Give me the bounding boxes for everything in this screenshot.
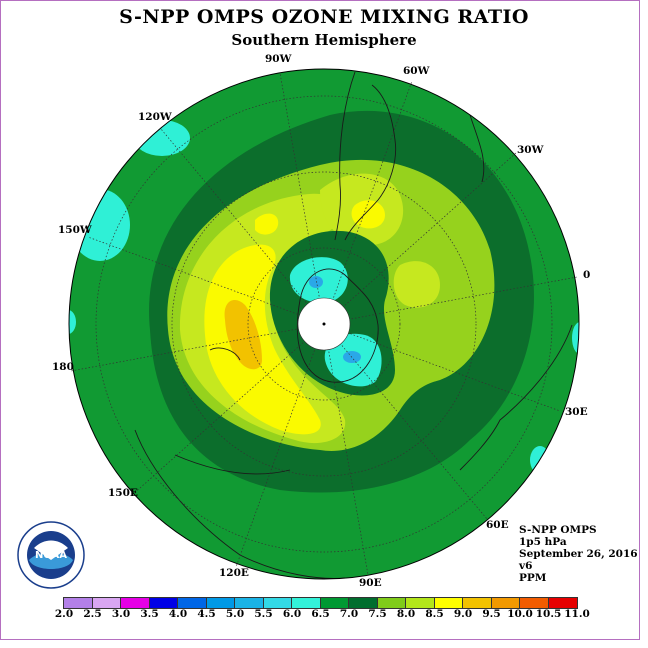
coastline-australia xyxy=(134,429,346,579)
meridian xyxy=(279,72,325,325)
coastline-south-america xyxy=(344,84,397,241)
colorbar-swatch xyxy=(178,598,207,608)
contour-6-0-patch xyxy=(69,310,76,334)
colorbar-tick-label: 9.5 xyxy=(482,608,501,620)
lon-label-60e: 60E xyxy=(486,519,509,531)
lon-label-120e: 120E xyxy=(219,567,249,579)
latitude-circle xyxy=(171,171,477,477)
colorbar xyxy=(63,597,578,609)
noaa-logo-wave xyxy=(29,552,73,569)
meridian xyxy=(323,323,488,520)
lon-label-90w: 90W xyxy=(265,53,292,65)
meridian xyxy=(323,80,413,325)
colorbar-swatch xyxy=(64,598,93,608)
colorbar-swatch xyxy=(349,598,378,608)
noaa-logo-text: NOAA xyxy=(35,550,67,561)
contour-8-5 xyxy=(204,244,321,435)
contour-6-0-patch xyxy=(572,322,579,354)
colorbar-tick-label: 6.5 xyxy=(311,608,330,620)
product-info: S-NPP OMPS 1p5 hPa September 26, 2016 v6… xyxy=(519,524,638,584)
colorbar-swatch xyxy=(292,598,321,608)
colorbar-swatch xyxy=(206,598,235,608)
colorbar-tick-label: 6.0 xyxy=(282,608,302,620)
colorbar-tick-label: 3.5 xyxy=(140,608,159,620)
colorbar-tick-label: 3.0 xyxy=(111,608,131,620)
contour-8-0 xyxy=(393,261,440,308)
lon-label-30w: 30W xyxy=(517,144,544,156)
colorbar-swatch xyxy=(434,598,463,608)
lon-label-90e: 90E xyxy=(359,577,382,589)
colorbar-tick-label: 10.0 xyxy=(507,608,533,620)
colorbar-swatch xyxy=(520,598,549,608)
meridian xyxy=(323,151,518,325)
lon-label-60w: 60W xyxy=(403,65,430,77)
lon-label-150e: 150E xyxy=(108,487,138,499)
colorbar-tick-label: 5.0 xyxy=(225,608,245,620)
colorbar-tick-label: 4.5 xyxy=(197,608,216,620)
colorbar-tick-label: 8.0 xyxy=(396,608,416,620)
info-level: 1p5 hPa xyxy=(519,536,567,548)
coastline-antarctica xyxy=(296,268,379,383)
colorbar-swatch xyxy=(320,598,349,608)
meridian xyxy=(323,276,578,325)
meridian xyxy=(70,323,325,372)
map-subtitle: Southern Hemisphere xyxy=(231,31,417,49)
colorbar-tick-label: 2.0 xyxy=(54,608,74,620)
colorbar-tick-label: 10.5 xyxy=(535,608,562,620)
meridian xyxy=(235,323,325,568)
colorbar-swatch xyxy=(491,598,520,608)
contour-8-5 xyxy=(255,213,279,235)
colorbar-tick-label: 2.5 xyxy=(83,608,102,620)
lon-label-120w: 120W xyxy=(138,111,172,123)
colorbar-tick-label: 5.5 xyxy=(254,608,273,620)
latitude-circle xyxy=(95,95,553,553)
colorbar-swatch xyxy=(92,598,121,608)
colorbar-tick-label: 11.0 xyxy=(564,608,590,620)
colorbar-swatch xyxy=(149,598,178,608)
colorbar-swatch xyxy=(121,598,150,608)
contour-5-5-inner xyxy=(309,276,323,288)
colorbar-tick-label: 9.0 xyxy=(453,608,473,620)
map-title: S-NPP OMPS OZONE MIXING RATIO xyxy=(119,6,529,28)
coastline-south-america xyxy=(334,71,356,241)
coastline-south-america xyxy=(469,114,485,183)
info-units: PPM xyxy=(519,572,547,584)
lon-label-30e: 30E xyxy=(565,406,588,418)
map-boundary xyxy=(68,68,580,580)
noaa-logo-gull xyxy=(34,540,68,560)
meridian xyxy=(130,323,325,497)
contour-6-0-patch xyxy=(134,120,190,156)
colorbar-swatch xyxy=(263,598,292,608)
info-date: September 26, 2016 xyxy=(519,548,638,560)
meridian xyxy=(323,323,369,576)
colorbar-swatch xyxy=(235,598,264,608)
colorbar-tick-label: 7.0 xyxy=(339,608,359,620)
graticule xyxy=(70,72,578,576)
colorbar-swatch xyxy=(406,598,435,608)
lon-label-180: 180 xyxy=(52,361,74,373)
noaa-logo: NOAA xyxy=(17,521,85,589)
south-pole-marker xyxy=(322,322,326,326)
colorbar-swatch xyxy=(463,598,492,608)
info-version: v6 xyxy=(519,560,533,572)
latitude-circle xyxy=(247,247,401,401)
coastline-australia xyxy=(174,454,291,475)
coastline-africa xyxy=(459,324,573,471)
contour-8-5 xyxy=(351,200,385,229)
colorbar-swatch xyxy=(548,598,577,608)
colorbar-labels: 2.0 2.5 3.0 3.5 4.0 4.5 5.0 5.5 6.0 6.5 7.0 7.5 8.0 8… xyxy=(0,608,648,622)
figure-frame xyxy=(0,0,640,640)
meridian xyxy=(160,128,325,325)
lon-label-150w: 150W xyxy=(58,224,92,236)
colorbar-tick-label: 8.5 xyxy=(425,608,444,620)
coastlines xyxy=(134,71,573,579)
info-instrument: S-NPP OMPS xyxy=(519,524,597,536)
colorbar-tick-label: 4.0 xyxy=(168,608,188,620)
colorbar-swatch xyxy=(377,598,406,608)
colorbar-tick-label: 7.5 xyxy=(368,608,387,620)
lon-label-0: 0 xyxy=(583,269,590,281)
contour-9-0 xyxy=(224,300,262,370)
coastline-island xyxy=(209,347,241,361)
